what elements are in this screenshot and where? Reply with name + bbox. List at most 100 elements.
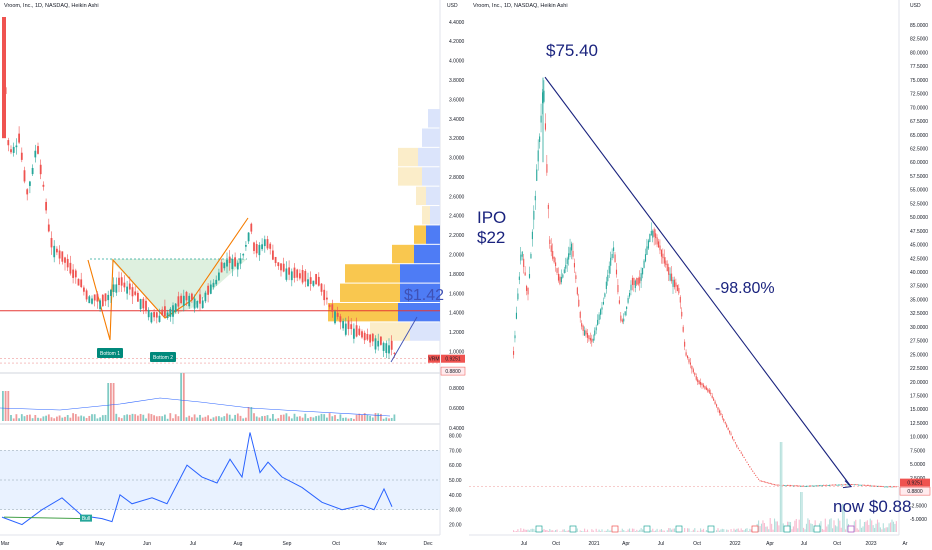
right-volume-bar	[596, 529, 597, 532]
right-candle	[642, 268, 643, 274]
right-time-label: Jul	[658, 541, 664, 547]
right-candle	[661, 250, 662, 257]
right-candle	[852, 484, 853, 485]
right-candle	[770, 483, 771, 484]
right-candle	[651, 231, 652, 236]
right-candle	[601, 307, 602, 309]
left-chart-canvas[interactable]: 4.4000 4.2000 4.0000 3.8000 3.6000 3.4000 3.20…	[0, 0, 466, 550]
right-volume-bar	[638, 531, 639, 532]
right-candle	[735, 442, 736, 443]
price-candle	[291, 271, 293, 280]
price-candle	[321, 284, 323, 292]
volume-bar	[356, 415, 358, 421]
right-price-tick-label: 60.0000	[910, 160, 928, 166]
left-price-tick-label: 2.8000	[449, 175, 465, 181]
right-candle	[736, 445, 737, 447]
right-volume-bar	[877, 520, 878, 532]
price-candle	[313, 281, 315, 286]
right-candle	[813, 486, 814, 487]
price-candle	[334, 311, 336, 323]
right-candle	[838, 485, 839, 486]
left-chart-panel[interactable]: 4.4000 4.2000 4.0000 3.8000 3.6000 3.4000 3.20…	[0, 0, 466, 550]
right-volume-bar	[671, 530, 672, 532]
right-volume-bar	[884, 528, 885, 532]
price-candle	[64, 257, 66, 262]
right-candle	[709, 390, 710, 393]
right-volume-bar	[606, 531, 607, 532]
right-volume-bar	[525, 530, 526, 532]
volume-bar	[207, 415, 209, 421]
right-chart-panel[interactable]: 85.0000 80.0000 75.0000 70.0000 65.0000 60.00…	[469, 0, 932, 550]
right-candle	[800, 486, 801, 487]
price-candle	[78, 279, 80, 286]
price-candle	[21, 153, 23, 160]
volume-bar	[129, 415, 131, 421]
right-candle	[731, 434, 732, 435]
right-volume-bar	[523, 529, 524, 532]
right-price-minor-label: 7.5000	[910, 448, 926, 454]
volume-profile-up-bar	[398, 303, 440, 321]
price-candle	[91, 299, 93, 304]
right-volume-bar	[642, 529, 643, 532]
volume-bar	[348, 419, 350, 421]
right-second-price-tag: 0.8800	[907, 489, 923, 495]
right-chart-canvas[interactable]: 85.0000 80.0000 75.0000 70.0000 65.0000 60.00…	[469, 0, 932, 550]
right-volume-bar	[706, 530, 707, 532]
volume-bar	[118, 417, 120, 421]
volume-bar	[240, 416, 242, 421]
price-candle	[380, 337, 382, 345]
right-candle	[699, 381, 700, 385]
right-volume-bar	[890, 522, 891, 532]
volume-bar	[372, 417, 374, 421]
volume-bar	[296, 417, 298, 421]
right-candle	[726, 425, 727, 427]
price-candle	[70, 263, 72, 274]
earnings-marker	[644, 526, 650, 532]
volume-bar	[145, 418, 147, 421]
price-candle	[51, 238, 53, 247]
right-volume-bar	[768, 529, 769, 532]
volume-bar	[375, 413, 377, 421]
price-candle	[83, 288, 85, 292]
volume-bar	[86, 418, 88, 421]
right-volume-bar	[639, 530, 640, 532]
volume-bar	[29, 415, 31, 421]
price-candle	[86, 290, 88, 299]
price-candle	[223, 263, 225, 268]
price-candle	[364, 333, 366, 340]
right-candle	[581, 323, 582, 326]
right-candle	[786, 485, 787, 486]
right-volume-bar	[886, 527, 887, 532]
right-volume-bar	[546, 530, 547, 532]
right-price-minor-label: 17.5000	[910, 394, 928, 400]
price-candle	[353, 329, 355, 339]
left-price-tick-label: 3.8000	[449, 78, 465, 84]
right-volume-bar	[668, 528, 669, 532]
volume-bar	[113, 383, 115, 421]
right-candle	[644, 261, 645, 268]
price-candle	[186, 292, 188, 300]
right-candle	[625, 311, 626, 315]
volume-bar	[134, 414, 136, 421]
price-candle	[169, 309, 171, 317]
price-candle	[261, 244, 263, 249]
volume-bar	[188, 416, 190, 421]
price-candle	[175, 304, 177, 312]
right-price-tick-label: 45.0000	[910, 243, 928, 249]
volume-profile-down-bar	[416, 187, 426, 205]
right-volume-bar	[828, 524, 829, 532]
price-candle	[205, 293, 207, 302]
right-candle	[694, 373, 695, 375]
right-volume-bar	[586, 531, 587, 532]
price-candle	[253, 243, 255, 251]
right-volume-bar	[771, 524, 772, 532]
right-volume-bar	[530, 529, 531, 532]
left-price-tick-label: 2.0000	[449, 253, 465, 259]
right-candle	[774, 484, 775, 485]
price-candle	[159, 316, 161, 322]
right-volume-bar	[702, 530, 703, 532]
right-volume-bar	[777, 521, 778, 532]
volume-bar	[78, 416, 80, 421]
right-candle	[619, 300, 620, 303]
right-candle	[562, 274, 563, 277]
